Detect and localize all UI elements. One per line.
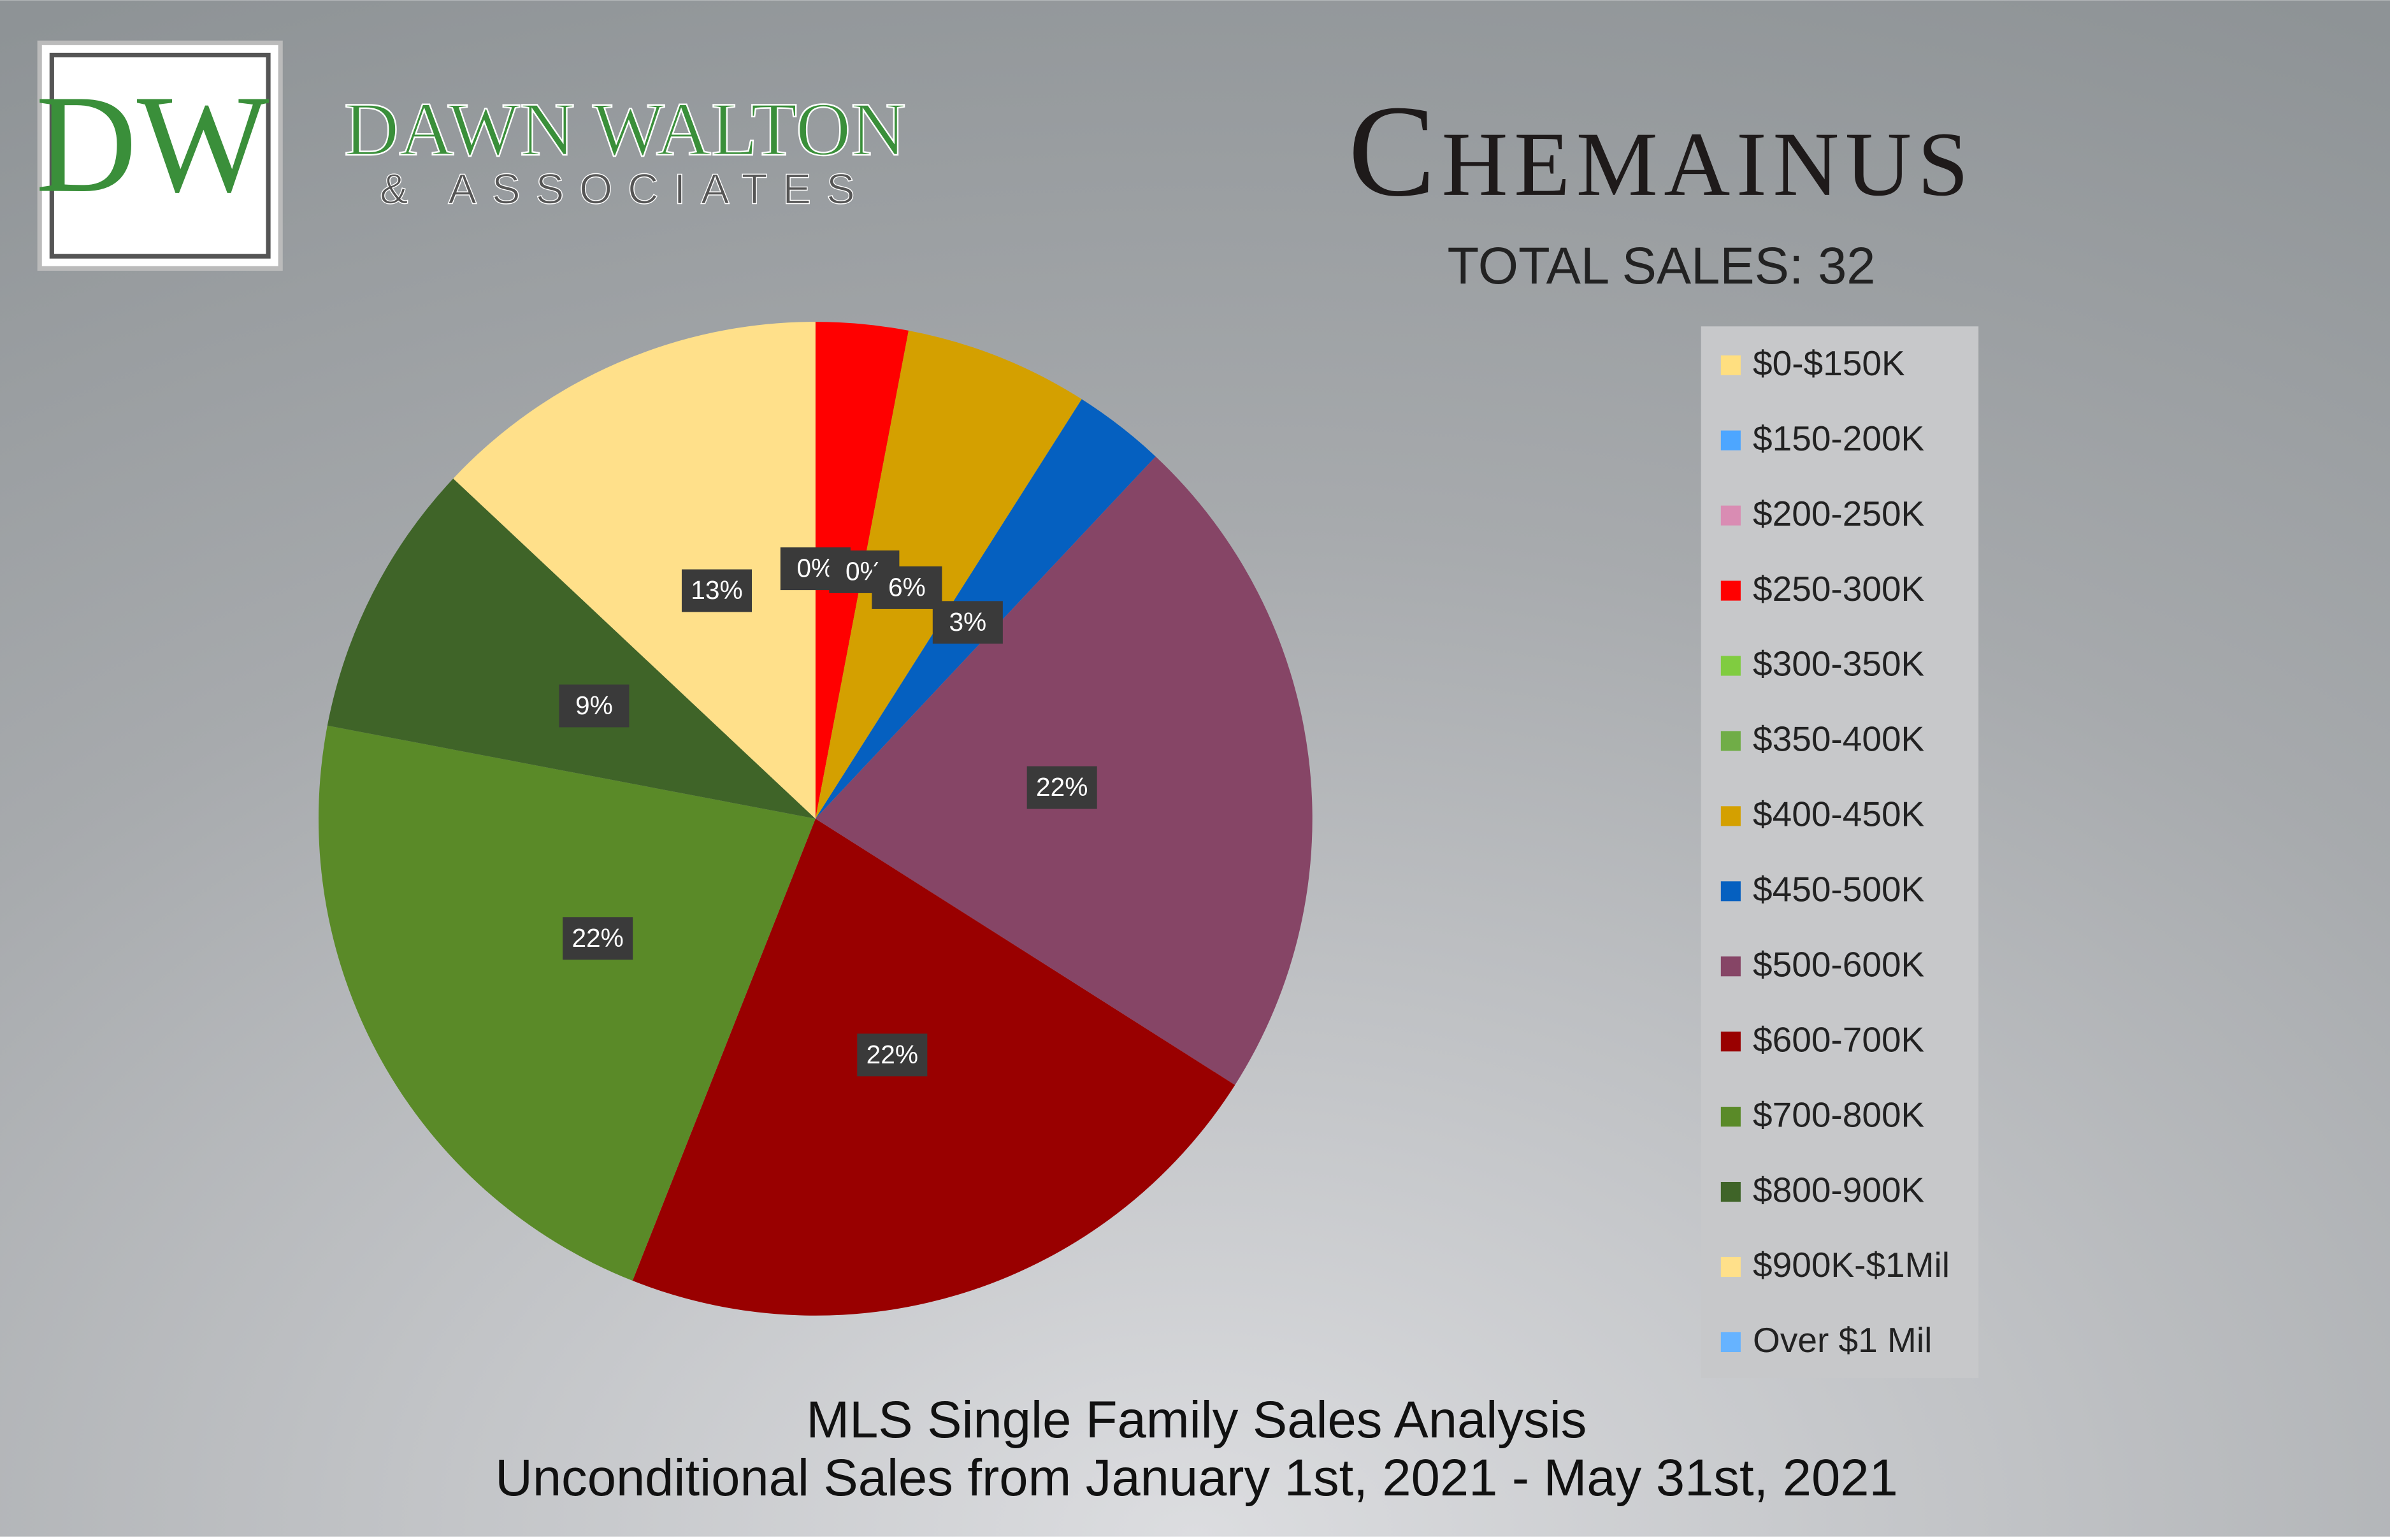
legend-label: $250-300K — [1753, 569, 1925, 608]
logo-tagline: & ASSOCIATES — [380, 165, 870, 213]
data-label: 13% — [691, 575, 742, 605]
legend-swatch — [1720, 1256, 1741, 1277]
legend-label: $0-$150K — [1753, 343, 1905, 383]
legend-swatch — [1720, 1332, 1741, 1352]
footer-line: Unconditional Sales from January 1st, 20… — [495, 1449, 1898, 1507]
legend-label: $900K-$1Mil — [1753, 1245, 1950, 1285]
legend-swatch — [1720, 1107, 1741, 1127]
data-label-box — [1026, 766, 1097, 809]
legend-swatch — [1720, 580, 1741, 601]
chart-subtitle: TOTAL SALES: 32 — [1448, 237, 1876, 295]
data-label: 0% — [796, 554, 834, 583]
legend-label: $400-450K — [1753, 795, 1925, 834]
data-label: 3% — [949, 607, 986, 637]
legend-label: $700-800K — [1753, 1095, 1925, 1134]
data-label: 6% — [888, 573, 926, 602]
legend-swatch — [1720, 881, 1741, 902]
legend-label: $800-900K — [1753, 1170, 1925, 1209]
data-label-box — [932, 601, 1003, 644]
footer-line: MLS Single Family Sales Analysis — [806, 1391, 1587, 1449]
logo-frame — [49, 52, 271, 259]
legend-label: $600-700K — [1753, 1019, 1925, 1059]
pie-slice — [632, 818, 1235, 1316]
data-label-box — [681, 569, 752, 612]
legend-box — [1701, 326, 1979, 1378]
logo-initials: DW — [36, 66, 270, 222]
legend-label: Over $1 Mil — [1753, 1320, 1932, 1360]
data-label: 22% — [572, 923, 623, 953]
legend-swatch — [1720, 1182, 1741, 1202]
legend-swatch — [1720, 1032, 1741, 1052]
data-label-box — [857, 1033, 928, 1077]
chart-title: Chemainus — [1348, 78, 1975, 224]
data-label: 22% — [867, 1040, 918, 1069]
legend-label: $500-600K — [1753, 944, 1925, 984]
legend-swatch — [1720, 956, 1741, 977]
legend-swatch — [1720, 656, 1741, 676]
data-label: 22% — [1036, 772, 1088, 802]
pie-slice — [453, 322, 816, 819]
data-label-box — [563, 917, 633, 960]
pie-slice — [318, 725, 816, 1281]
legend-label: $350-400K — [1753, 719, 1925, 759]
legend-swatch — [1720, 505, 1741, 526]
legend-swatch — [1720, 806, 1741, 826]
legend-swatch — [1720, 355, 1741, 375]
legend-swatch — [1720, 430, 1741, 450]
data-label: 9% — [575, 691, 613, 720]
legend-swatch — [1720, 731, 1741, 751]
legend-label: $150-200K — [1753, 419, 1925, 458]
pie-slice — [327, 479, 816, 819]
logo-name: DAWN WALTON — [344, 87, 906, 171]
data-label-box — [559, 684, 630, 728]
data-label-box — [872, 566, 942, 609]
legend-label: $450-500K — [1753, 870, 1925, 909]
legend-label: $300-350K — [1753, 644, 1925, 684]
logo-box — [37, 40, 283, 271]
pie-slice — [815, 330, 1082, 819]
legend-label: $200-250K — [1753, 494, 1925, 533]
